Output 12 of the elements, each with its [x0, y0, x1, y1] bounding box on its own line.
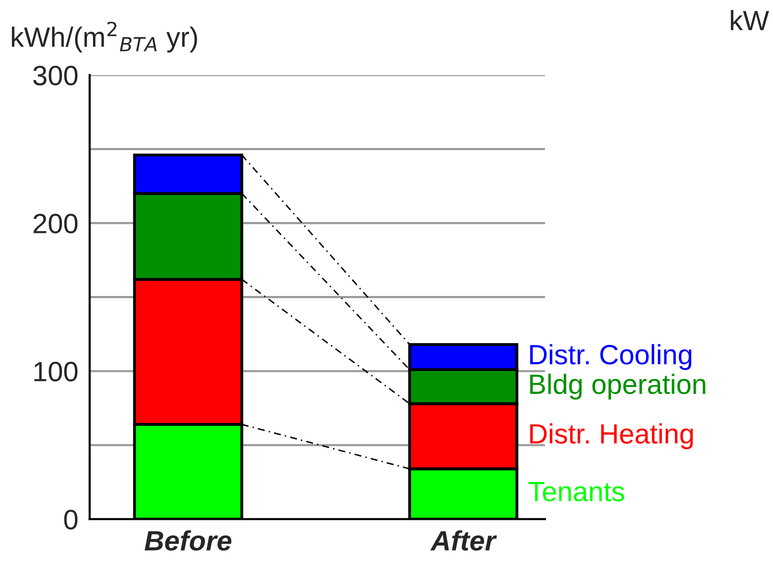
- y-tick-label: 300: [33, 66, 78, 86]
- y-axis-title: kWh/(m$^{2}$$_{BTA}$ yr): [12, 22, 198, 53]
- x-tick-label: After: [430, 530, 497, 551]
- series-label: Bldg operation: [530, 374, 706, 400]
- series-label: Distr. Heating: [530, 423, 693, 450]
- text: kW: [730, 10, 770, 30]
- series-label: Distr. Cooling: [530, 344, 692, 370]
- y-tick-label: 200: [34, 214, 78, 234]
- y-tick-label: 100: [34, 362, 78, 382]
- x-tick-label: Before: [144, 530, 232, 551]
- y-tick-label: 0: [64, 510, 78, 530]
- series-label: Tenants: [528, 482, 624, 502]
